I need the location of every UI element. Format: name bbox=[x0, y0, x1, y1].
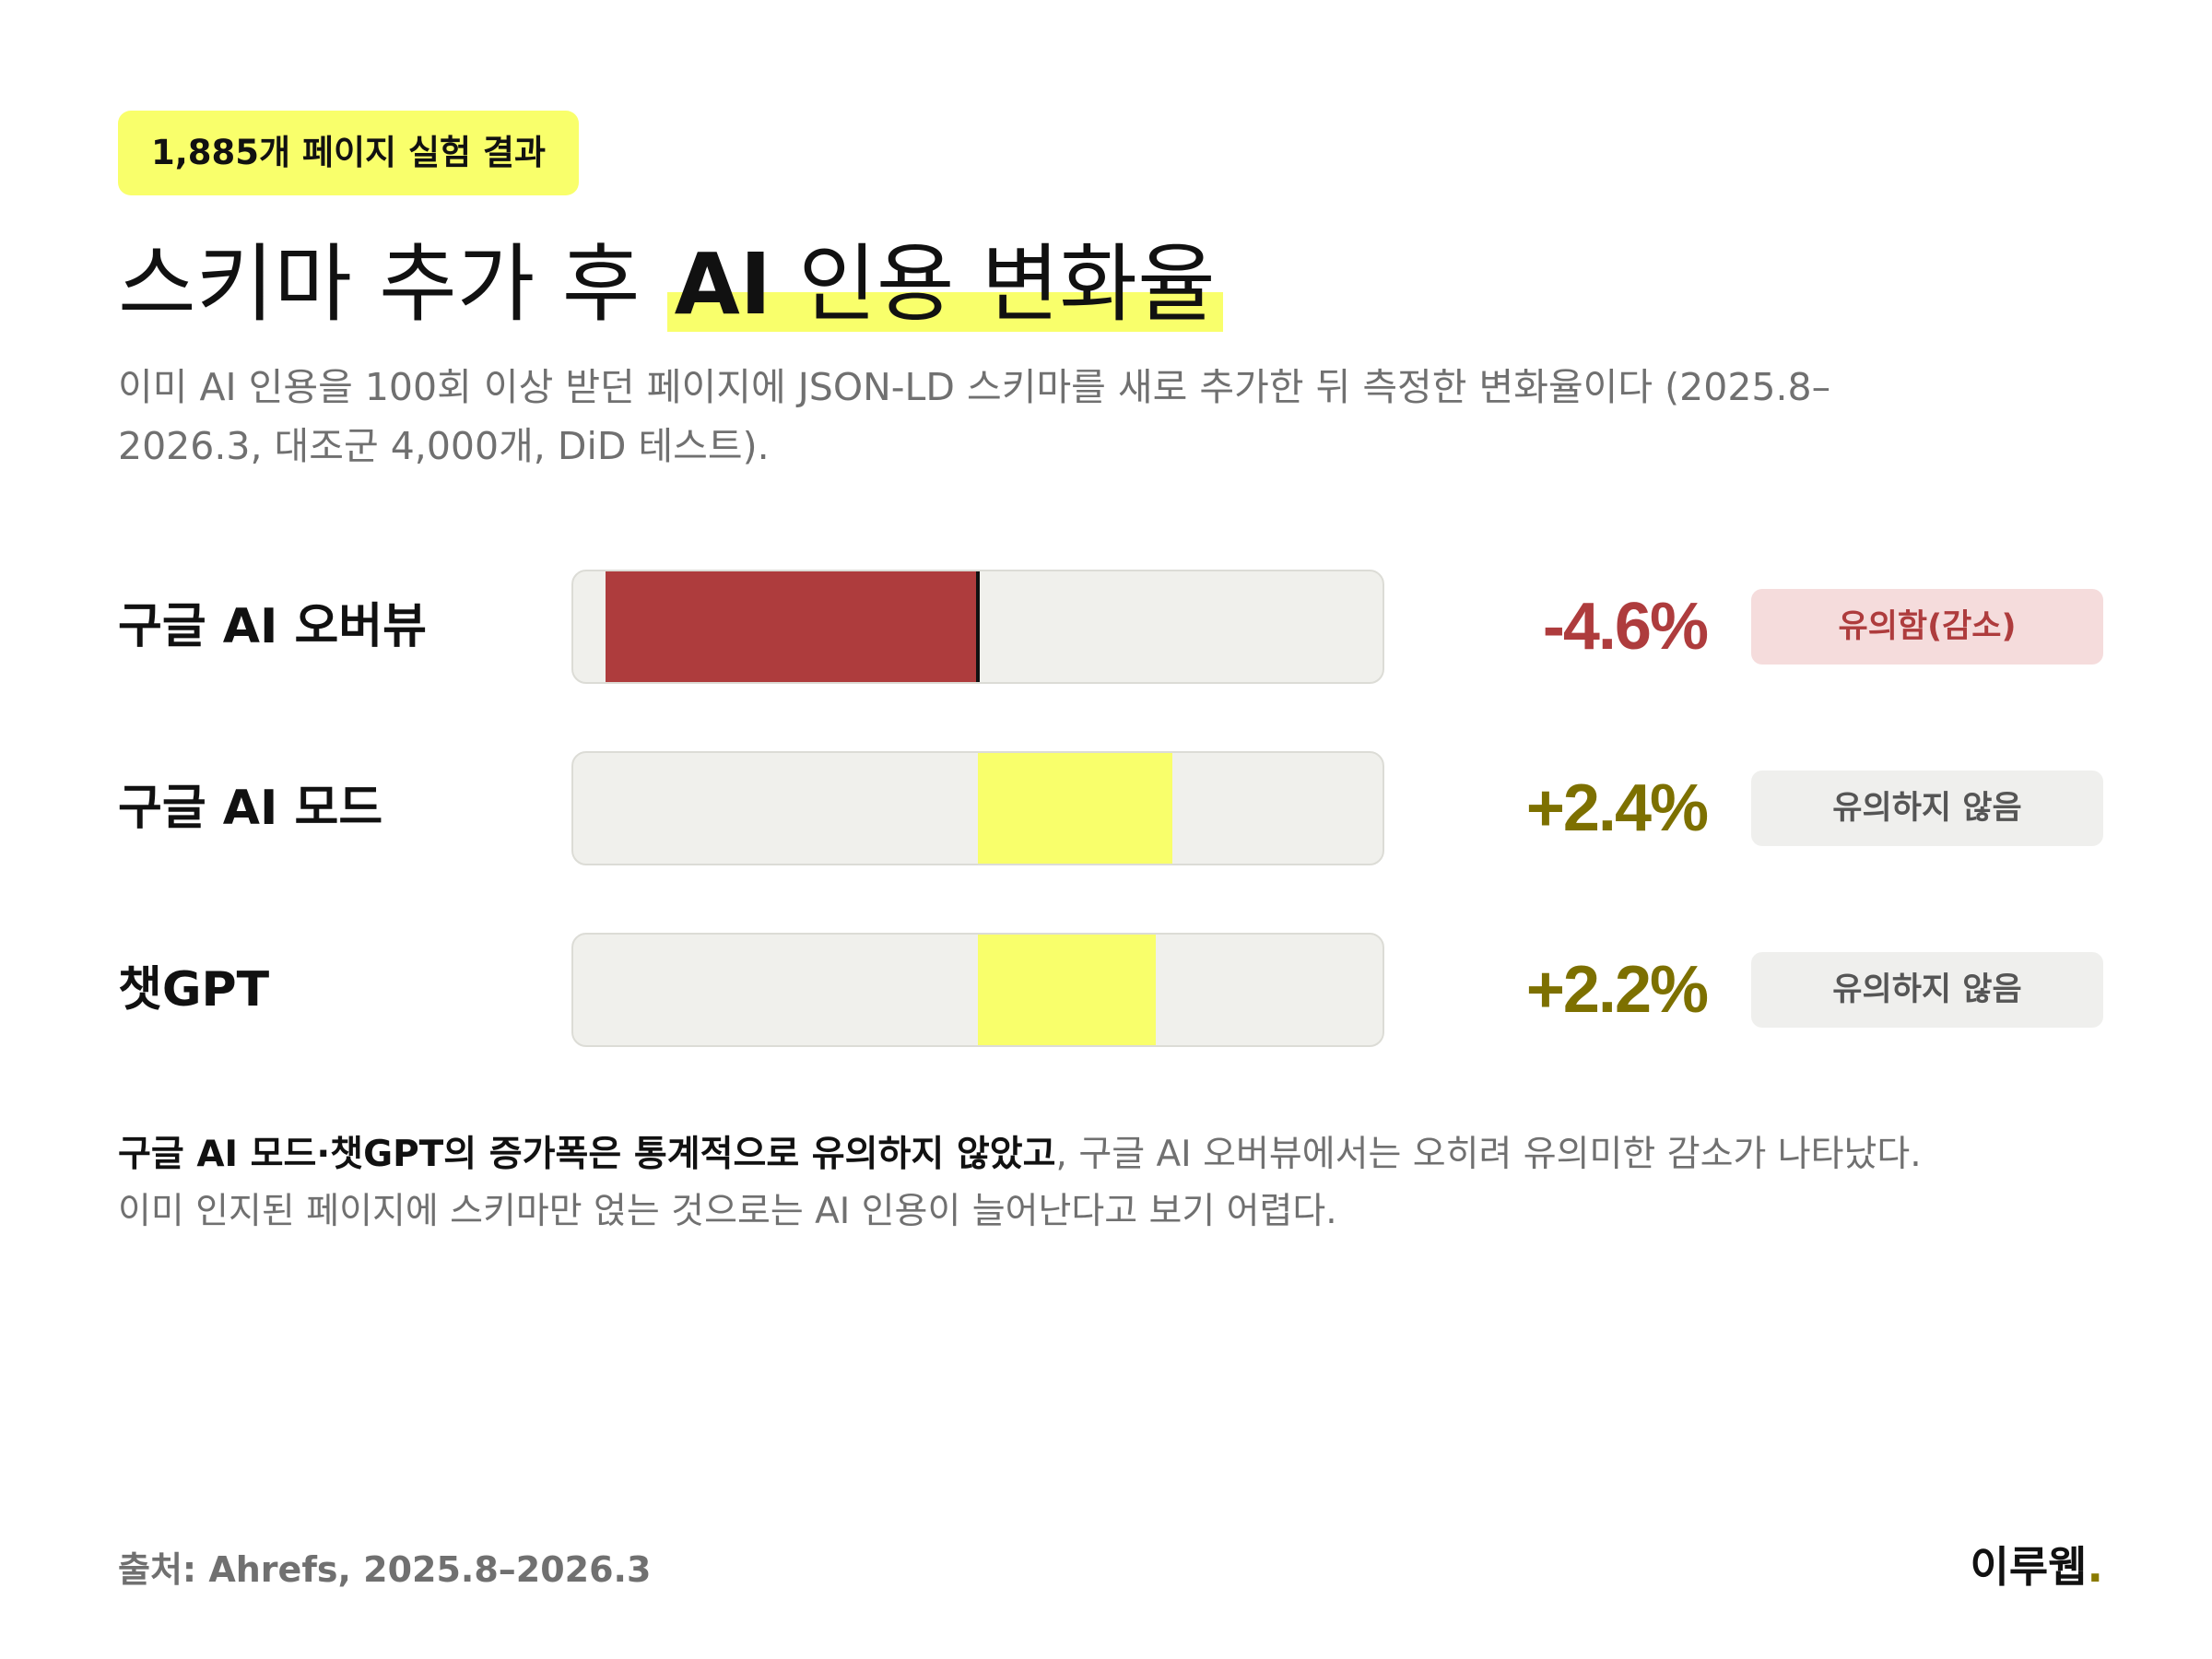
title-highlight-rest: 인용 변화율 bbox=[771, 235, 1216, 334]
summary-note-bold: 구글 AI 모드·챗GPT의 증가폭은 통계적으로 유의하지 않았고 bbox=[118, 1134, 1056, 1175]
brand-logo-dot: . bbox=[2087, 1542, 2103, 1592]
brand-logo: 이루웹. bbox=[1971, 1534, 2103, 1594]
bar-track bbox=[571, 570, 1384, 684]
value-label: +2.4% bbox=[1525, 771, 1709, 845]
page-subtitle: 이미 AI 인용을 100회 이상 받던 페이지에 JSON-LD 스키마를 새… bbox=[118, 365, 1831, 468]
summary-note-rest: , 구글 AI 오버뷰에서는 오히려 유의미한 감소가 나타났다. 이미 인지된… bbox=[118, 1134, 1922, 1232]
summary-note: 구글 AI 모드·챗GPT의 증가폭은 통계적으로 유의하지 않았고, 구글 A… bbox=[118, 1126, 1961, 1241]
significance-badge: 유의하지 않음 bbox=[1751, 952, 2103, 1028]
bar-track bbox=[571, 751, 1384, 865]
title-highlight: AI 인용 변화율 bbox=[666, 235, 1223, 334]
row-label: 챗GPT bbox=[118, 962, 270, 1018]
page-title: 스키마 추가 후 AI 인용 변화율 bbox=[118, 225, 1223, 345]
bar bbox=[606, 571, 978, 682]
value-label: -4.6% bbox=[1542, 590, 1709, 664]
bar-track bbox=[571, 933, 1384, 1047]
zero-line bbox=[976, 571, 980, 682]
row-label: 구글 AI 오버뷰 bbox=[118, 599, 427, 654]
source-credit: 출처: Ahrefs, 2025.8–2026.3 bbox=[118, 1549, 652, 1590]
row-label: 구글 AI 모드 bbox=[118, 781, 383, 836]
value-label: +2.2% bbox=[1525, 953, 1709, 1027]
significance-badge: 유의함(감소) bbox=[1751, 589, 2103, 665]
bar bbox=[978, 753, 1172, 864]
significance-badge: 유의하지 않음 bbox=[1751, 771, 2103, 846]
experiment-tag: 1,885개 페이지 실험 결과 bbox=[118, 111, 579, 195]
brand-logo-text: 이루웹 bbox=[1970, 1542, 2088, 1592]
title-highlight-ai: AI bbox=[674, 235, 772, 334]
title-prefix: 스키마 추가 후 bbox=[118, 235, 667, 334]
bar bbox=[978, 935, 1157, 1045]
